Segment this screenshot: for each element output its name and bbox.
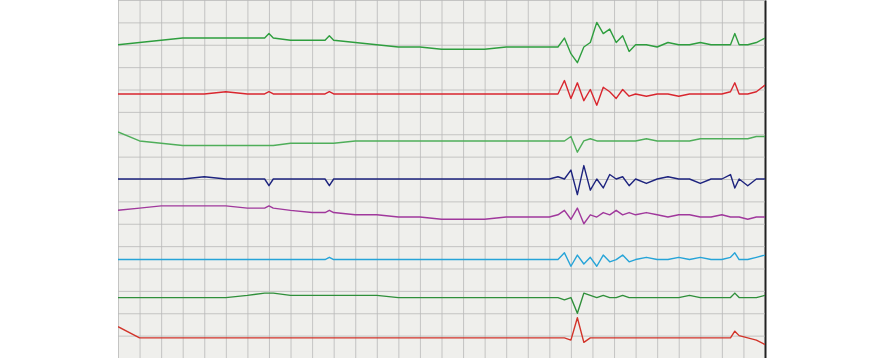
tick: [118, 134, 765, 135]
grid-line: [614, 0, 615, 358]
trace: [118, 22, 765, 62]
tick: [118, 246, 765, 247]
trace: [118, 166, 765, 195]
trace: [118, 132, 765, 152]
tick: [614, 0, 615, 358]
tick: [118, 157, 765, 158]
trace: [118, 81, 765, 106]
grid-line: [592, 0, 593, 358]
tick: [204, 0, 205, 358]
tick: [118, 201, 765, 202]
grid-line: [118, 336, 765, 337]
tick: [118, 67, 765, 68]
y-axis: [118, 1, 766, 358]
grid-line: [118, 291, 765, 292]
grid-line: [700, 0, 701, 358]
grid-line: [118, 67, 765, 68]
grid-line: [204, 0, 205, 358]
chart: [0, 0, 870, 358]
tick: [118, 224, 765, 225]
tick: [118, 45, 765, 46]
grid-line: [765, 0, 766, 358]
tick: [700, 0, 701, 358]
tick: [118, 269, 765, 270]
tick: [592, 0, 593, 358]
trace: [118, 253, 765, 266]
grid-line: [118, 22, 765, 23]
tick: [118, 291, 765, 292]
trace: [118, 293, 765, 313]
grid-line: [118, 157, 765, 158]
tick: [118, 313, 765, 314]
grid-line: [269, 0, 270, 358]
grid-line: [118, 112, 765, 113]
grid-line: [743, 0, 744, 358]
grid-line: [118, 45, 765, 46]
plot-background: [118, 0, 765, 358]
traces: [118, 22, 765, 344]
grid-line: [118, 134, 765, 135]
tick: [118, 112, 765, 113]
tick: [269, 0, 270, 358]
tick: [118, 22, 765, 23]
trace: [118, 206, 765, 224]
grid-line: [118, 224, 765, 225]
tick: [118, 90, 765, 91]
grid-line: [118, 246, 765, 247]
grid-line: [118, 313, 765, 314]
trace: [118, 318, 765, 345]
plot: [118, 0, 766, 358]
grid-line: [118, 90, 765, 91]
tick: [743, 0, 744, 358]
tick: [765, 0, 766, 358]
tick: [118, 336, 765, 337]
grid-line: [118, 269, 765, 270]
grid-line: [118, 0, 765, 1]
grid-line: [118, 201, 765, 202]
tick: [118, 0, 765, 1]
x-axis: [119, 0, 766, 358]
